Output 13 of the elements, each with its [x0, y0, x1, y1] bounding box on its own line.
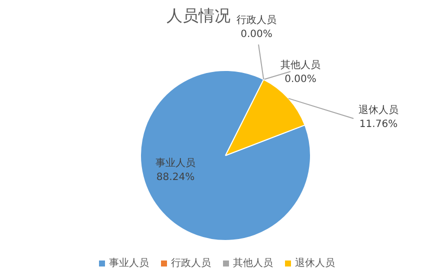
- chart-title: 人员情况: [166, 6, 230, 25]
- text: 0.00%: [240, 29, 272, 40]
- legend-label: 事业人员: [109, 257, 149, 269]
- data-label: 88.24%: [156, 172, 195, 183]
- slice-label: 退休人员: [358, 104, 398, 116]
- legend-label: 其他人员: [233, 257, 273, 269]
- slice-label: 事业人员: [156, 157, 196, 169]
- category-label: 其他人员: [280, 60, 320, 71]
- category-label: 行政人员: [236, 15, 276, 26]
- legend-label: 退休人员: [295, 257, 335, 269]
- text: 0.00%: [284, 74, 316, 85]
- data-label: 11.76%: [359, 119, 398, 130]
- legend-label: 行政人员: [171, 258, 211, 269]
